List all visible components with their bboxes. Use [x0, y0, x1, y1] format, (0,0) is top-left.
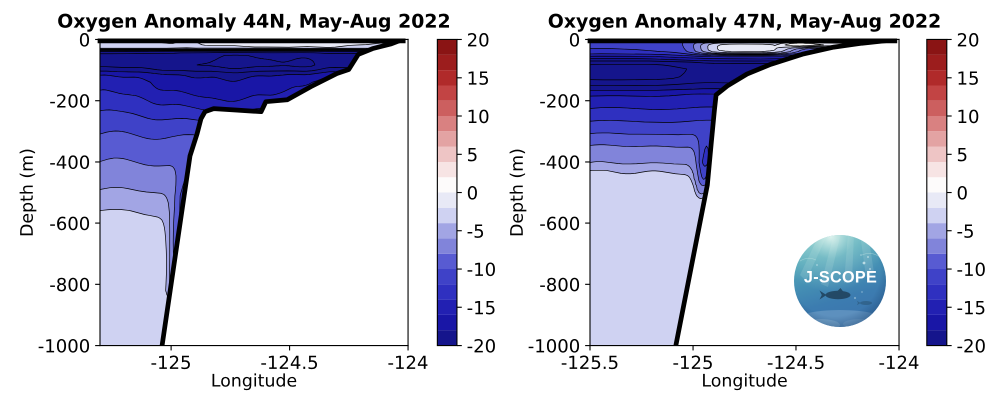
svg-text:J-SCOPE: J-SCOPE: [804, 269, 877, 287]
